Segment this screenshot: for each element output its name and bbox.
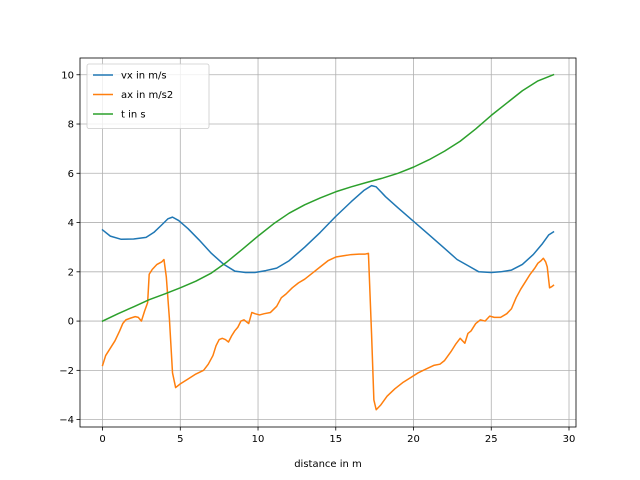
x-tick-label: 10	[252, 434, 265, 445]
x-tick-label: 20	[407, 434, 420, 445]
legend-label-ax: ax in m/s2	[121, 90, 173, 101]
y-tick-label: 10	[61, 70, 74, 81]
series-line-t	[101, 73, 555, 323]
y-tick-label: 4	[68, 218, 74, 229]
legend-label-vx: vx in m/s	[121, 71, 167, 82]
y-tick-label: 0	[68, 317, 74, 328]
x-axis-label: distance in m	[294, 459, 362, 470]
x-tick-label: 5	[177, 434, 183, 445]
series-lines	[101, 73, 555, 411]
y-tick-label: 6	[68, 169, 74, 180]
axis-ticks: 0 5 10 15 20 25 30 −4 −2 0 2 4 6 8 10	[59, 70, 575, 445]
legend-label-t: t in s	[121, 110, 146, 121]
plot-frame	[79, 57, 577, 428]
x-tick-label: 0	[99, 434, 105, 445]
series-line-ax	[101, 252, 555, 411]
series-line-vx	[101, 184, 555, 274]
x-tick-label: 25	[485, 434, 498, 445]
x-tick-label: 30	[563, 434, 576, 445]
x-tick-label: 15	[329, 434, 342, 445]
legend: vx in m/s ax in m/s2 t in s	[86, 63, 210, 129]
y-tick-label: −4	[59, 415, 74, 426]
legend-box	[86, 63, 210, 129]
y-tick-label: 8	[68, 120, 74, 131]
y-tick-label: −2	[59, 366, 74, 377]
y-tick-label: 2	[68, 267, 74, 278]
